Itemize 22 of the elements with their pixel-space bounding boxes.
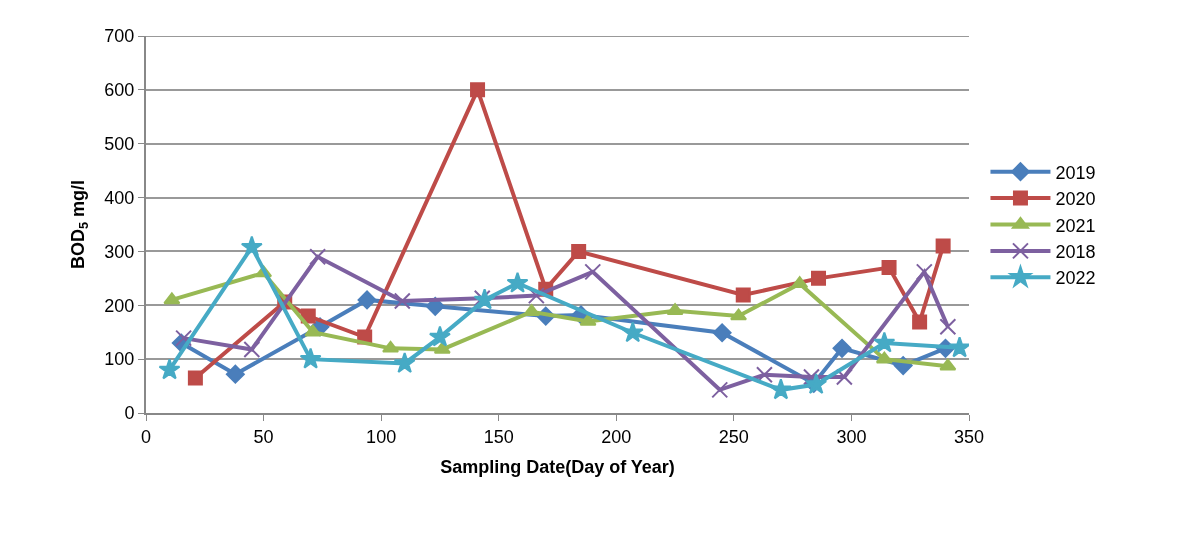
legend-label: 2019	[1055, 162, 1096, 183]
x-tick-label: 350	[953, 426, 985, 447]
y-tick-label: 300	[104, 241, 135, 262]
x-tick-label: 0	[140, 426, 152, 447]
y-tick-label: 100	[104, 349, 135, 370]
legend-label: 2022	[1055, 268, 1096, 289]
x-tick-label: 50	[253, 426, 274, 447]
x-tick-label: 200	[601, 426, 632, 447]
y-tick-label: 600	[104, 80, 135, 101]
x-tick-label: 250	[718, 426, 749, 447]
x-tick-label: 100	[366, 426, 397, 447]
y-tick-label: 400	[104, 187, 135, 208]
y-tick-label: 700	[104, 26, 135, 47]
y-tick-label: 0	[124, 403, 135, 424]
legend-label: 2020	[1055, 189, 1096, 210]
y-tick-label: 500	[104, 134, 135, 155]
legend-label: 2021	[1055, 215, 1096, 236]
x-axis-title: Sampling Date(Day of Year)	[440, 457, 675, 478]
legend-label: 2018	[1055, 241, 1096, 262]
y-tick-label: 200	[104, 295, 135, 316]
x-tick-label: 300	[836, 426, 867, 447]
x-tick-label: 150	[483, 426, 514, 447]
